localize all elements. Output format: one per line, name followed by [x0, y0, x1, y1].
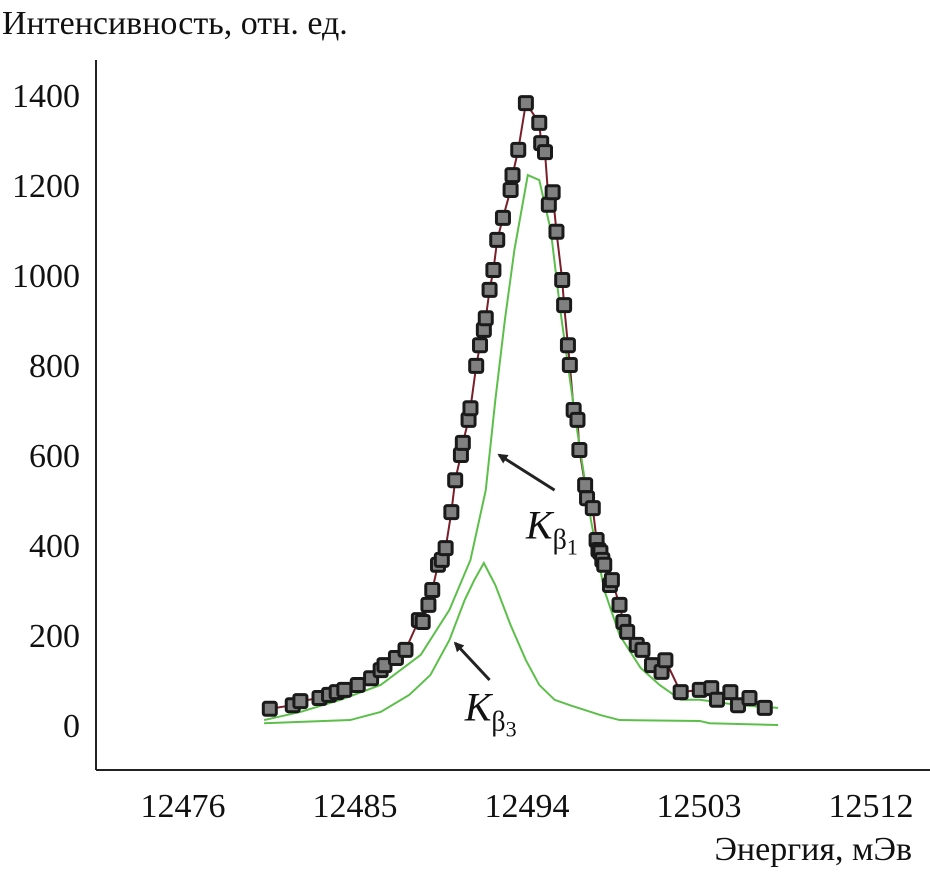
- data-point: [504, 167, 521, 184]
- data-point: [569, 411, 586, 428]
- data-point: [510, 141, 527, 158]
- data-point: [611, 596, 628, 613]
- data-point: [544, 184, 561, 201]
- x-tick-label: 12485: [312, 788, 397, 825]
- data-point: [571, 442, 588, 459]
- data-point: [349, 676, 366, 693]
- data-point: [741, 690, 758, 706]
- x-axis-label: Энергия, мЭв: [714, 831, 912, 868]
- annotation-arrow: [453, 641, 491, 682]
- y-tick-label: 1400: [12, 78, 80, 115]
- data-point: [292, 693, 309, 710]
- data-point: [657, 652, 674, 669]
- data-point: [420, 596, 437, 613]
- series-line-Kβ3: [264, 560, 779, 726]
- data-point: [489, 231, 506, 248]
- data-point: [722, 684, 739, 701]
- data-point: [537, 144, 554, 161]
- x-tick-label: 12503: [656, 788, 741, 825]
- y-tick-label: 1200: [12, 168, 80, 205]
- y-tick-label: 800: [29, 348, 80, 385]
- annotation-arrow: [497, 453, 556, 492]
- y-tick-label: 200: [29, 618, 80, 655]
- data-point: [447, 472, 464, 489]
- x-tick-label: 12476: [141, 788, 226, 825]
- data-point: [462, 400, 479, 417]
- y-tick-label: 1000: [12, 258, 80, 295]
- data-point: [472, 337, 489, 354]
- annotation-label: Kβ3: [464, 685, 517, 742]
- y-tick-label: 600: [29, 438, 80, 475]
- data-point: [559, 337, 576, 354]
- data-point: [443, 504, 460, 521]
- data-point: [531, 114, 548, 131]
- data-point: [548, 223, 565, 240]
- data-point: [756, 699, 773, 716]
- y-tick-label: 0: [63, 708, 80, 745]
- data-point: [708, 691, 725, 708]
- data-point: [424, 582, 441, 598]
- data-point: [556, 297, 573, 314]
- x-tick-label: 12512: [828, 788, 913, 825]
- data-point: [502, 181, 519, 198]
- x-tick-label: 12494: [484, 788, 569, 825]
- data-point: [481, 281, 498, 298]
- data-point: [336, 681, 353, 698]
- y-axis-label: Интенсивность, отн. ед.: [2, 5, 348, 42]
- data-point: [477, 310, 494, 327]
- y-tick-label: 400: [29, 528, 80, 565]
- data-point: [261, 700, 278, 717]
- series-line-Kβ1: [263, 173, 779, 722]
- data-point: [437, 540, 454, 557]
- data-point: [414, 613, 431, 630]
- data-point: [494, 209, 511, 226]
- data-point: [584, 500, 601, 517]
- data-point: [619, 623, 636, 640]
- data-point: [397, 641, 414, 658]
- annotation-label: Kβ1: [525, 502, 578, 559]
- data-point: [577, 477, 594, 494]
- data-point: [517, 95, 534, 112]
- data-point: [454, 434, 471, 451]
- data-point: [603, 572, 620, 589]
- data-point: [596, 556, 613, 573]
- data-point: [634, 641, 651, 658]
- data-point: [485, 262, 502, 279]
- data-point: [561, 357, 578, 373]
- data-point: [672, 684, 689, 701]
- data-point: [554, 271, 571, 288]
- data-point: [468, 357, 485, 374]
- data-point: [540, 196, 557, 213]
